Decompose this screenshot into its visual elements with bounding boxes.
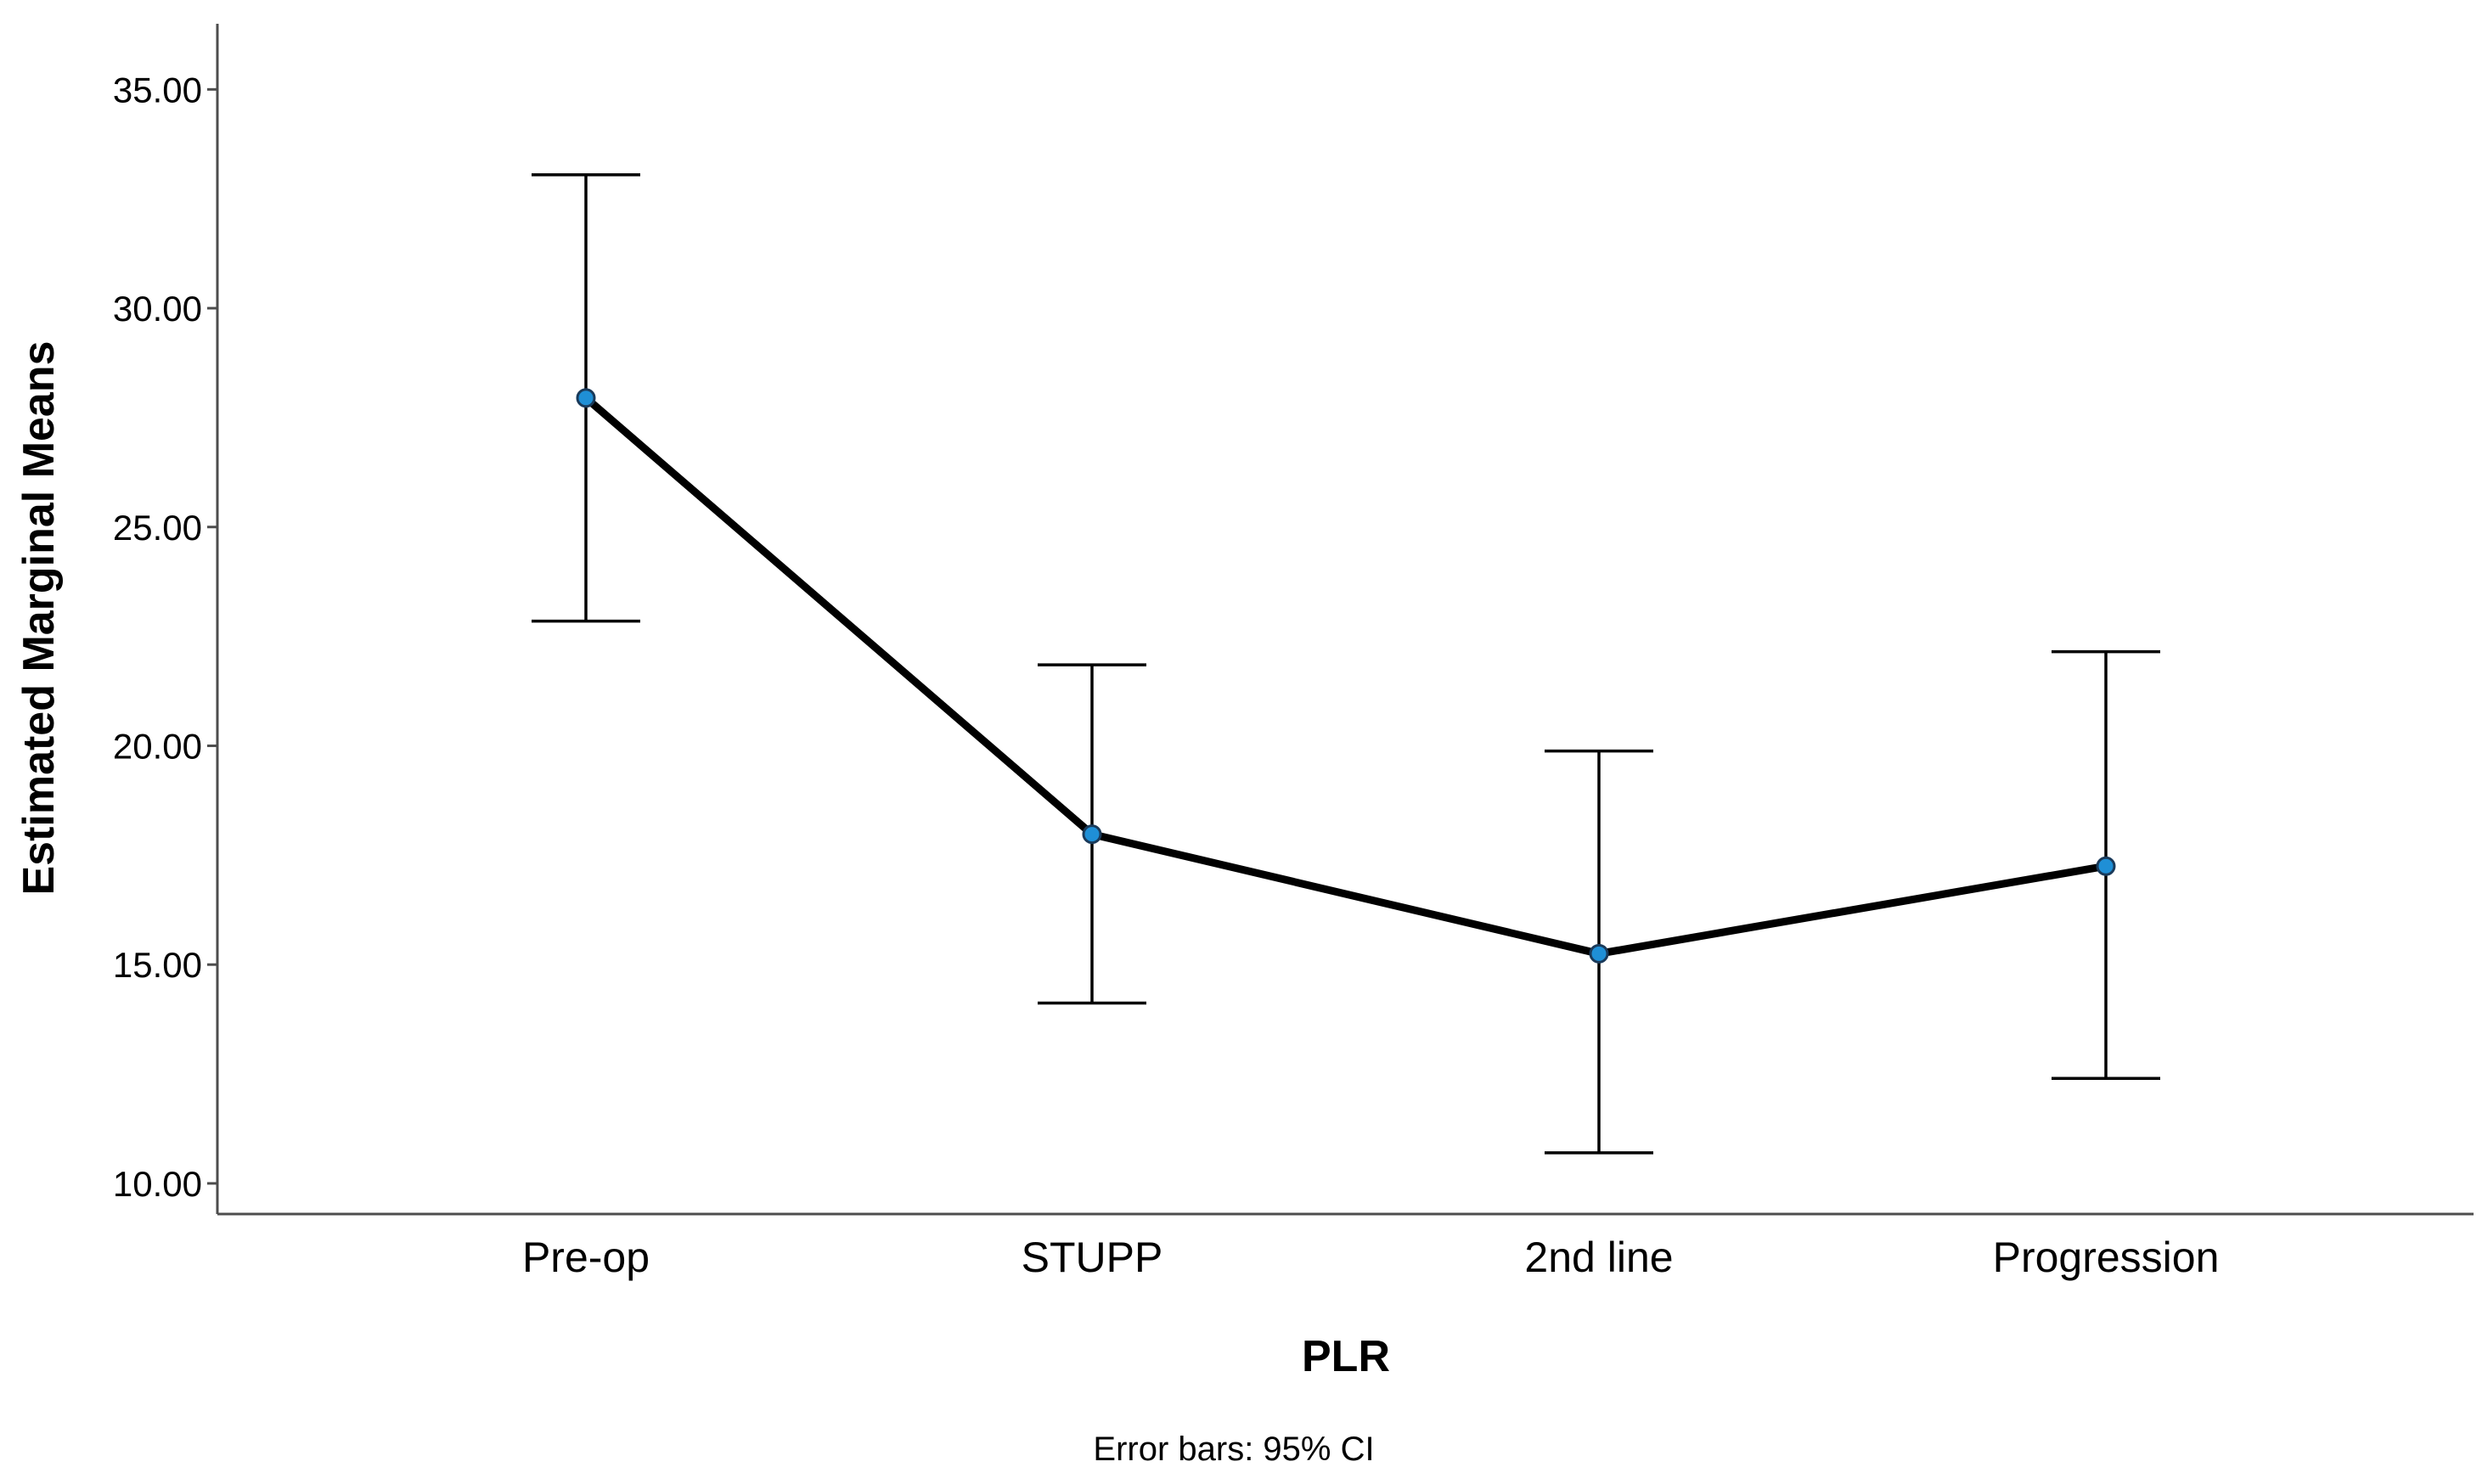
y-tick-group: 10.00 15.00 20.00 25.00 30.00 35.00 — [113, 70, 217, 1204]
y-tick-label: 20.00 — [113, 726, 202, 766]
y-tick-label: 10.00 — [113, 1164, 202, 1204]
series-line-group — [583, 395, 2107, 958]
y-tick-label: 25.00 — [113, 508, 202, 548]
x-tick-label: Progression — [1993, 1234, 2220, 1281]
data-point — [2096, 856, 2116, 876]
y-axis-title: Estimated Marginal Means — [14, 340, 64, 895]
data-point — [576, 388, 596, 408]
y-tick-label: 15.00 — [113, 945, 202, 985]
data-point — [1082, 824, 1102, 845]
x-tick-label: Pre-op — [522, 1234, 650, 1281]
x-axis-title: PLR — [1302, 1332, 1390, 1381]
x-tick-group: Pre-op STUPP 2nd line Progression — [522, 1234, 2219, 1281]
chart-footnote: Error bars: 95% CI — [1093, 1431, 1374, 1468]
y-tick-label: 30.00 — [113, 289, 202, 329]
data-point — [1589, 943, 1609, 964]
x-tick-label: 2nd line — [1524, 1234, 1673, 1281]
x-tick-label: STUPP — [1022, 1234, 1163, 1281]
point-group — [576, 388, 2116, 964]
y-tick-label: 35.00 — [113, 70, 202, 110]
series-line — [583, 395, 2107, 958]
